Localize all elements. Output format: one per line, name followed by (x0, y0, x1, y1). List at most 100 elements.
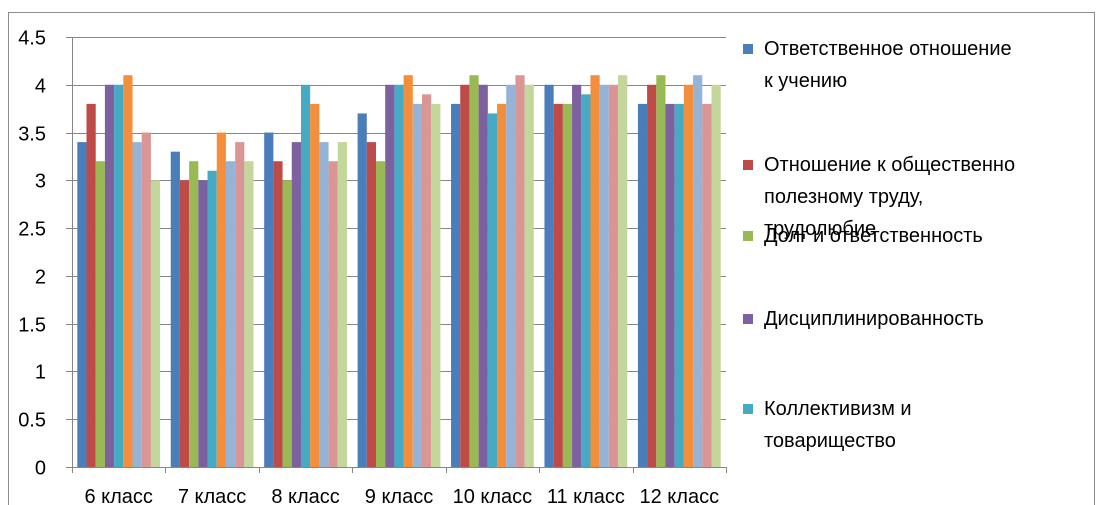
legend-label-3: Долг и ответственность (764, 225, 983, 247)
bar-series-3-cat-7 (656, 75, 666, 467)
bar-series-1-cat-6 (544, 84, 554, 467)
legend-swatch-5 (743, 404, 753, 414)
bar-series-3-cat-6 (562, 103, 573, 467)
y-tick-label: 2.5 (18, 219, 46, 241)
bar-series-9-cat-7 (711, 84, 721, 467)
bar-series-3-cat-3 (282, 180, 292, 467)
bar-series-6-cat-1 (123, 75, 133, 467)
bar-series-1-cat-2 (170, 151, 180, 468)
bar-series-2-cat-4 (366, 142, 376, 468)
y-tick-labels: 0 0.5 1 1.5 2 2.5 3 3.5 4 4.5 (18, 28, 46, 480)
bar-series-1-cat-7 (637, 103, 648, 467)
bar-series-8-cat-1 (141, 132, 151, 467)
bar-series-5-cat-4 (394, 84, 404, 467)
bar-series-2-cat-5 (460, 84, 470, 467)
bar-series-9-cat-5 (524, 84, 534, 467)
bar-series-4-cat-6 (572, 84, 582, 467)
legend-swatch-3 (743, 231, 753, 241)
bar-series-5-cat-3 (300, 84, 311, 467)
y-tick-label: 0 (35, 458, 46, 480)
legend-swatch-2 (743, 160, 753, 170)
legend-label-2: полезному труду, (764, 186, 923, 208)
bar-series-7-cat-2 (225, 161, 236, 467)
y-tick-label: 2 (35, 267, 46, 289)
bar-series-5-cat-5 (487, 113, 498, 467)
bar-series-8-cat-4 (422, 94, 432, 467)
x-tick-label: 7 класс (178, 486, 246, 505)
bar-series-9-cat-2 (244, 161, 254, 467)
legend-swatch-4 (743, 314, 753, 324)
legend-label-5: товарищество (764, 430, 896, 452)
bar-series-3-cat-1 (95, 161, 105, 467)
bar-series-2-cat-3 (273, 161, 283, 467)
legend: Ответственное отношение к учению Отношение… (743, 38, 1015, 452)
bar-series-2-cat-6 (553, 103, 563, 467)
bar-series-6-cat-6 (590, 75, 600, 467)
bar-series-6-cat-4 (403, 75, 413, 467)
axes (72, 37, 727, 473)
legend-label-2: Отношение к общественно (764, 154, 1015, 176)
bar-series-6-cat-5 (497, 103, 507, 467)
x-tick-label: 12 класс (640, 486, 720, 505)
legend-label-2: трудолюбие (764, 218, 876, 240)
bar-series-8-cat-3 (328, 161, 338, 467)
bar-series-7-cat-5 (506, 84, 516, 467)
x-tick-label: 11 класс (547, 486, 625, 505)
bar-series-5-cat-1 (114, 84, 124, 467)
bar-series-2-cat-2 (179, 180, 190, 467)
x-tick-label: 9 класс (365, 486, 433, 505)
bar-series-7-cat-3 (319, 142, 329, 468)
bar-series-5-cat-6 (581, 94, 591, 467)
bar-series-2-cat-7 (647, 84, 657, 467)
y-tick-label: 1 (35, 362, 46, 384)
bars (77, 75, 721, 468)
bar-series-4-cat-2 (198, 180, 208, 467)
bar-series-6-cat-7 (683, 84, 694, 467)
y-tick-label: 4 (35, 76, 46, 98)
bar-series-7-cat-1 (132, 142, 142, 468)
bar-series-5-cat-7 (674, 103, 684, 467)
bar-series-1-cat-3 (264, 132, 274, 467)
bar-series-4-cat-1 (104, 84, 115, 467)
bar-series-4-cat-4 (385, 84, 395, 467)
bar-series-1-cat-1 (77, 142, 87, 468)
y-tick-label: 1.5 (18, 315, 46, 337)
bar-series-4-cat-3 (291, 142, 301, 468)
bar-series-2-cat-1 (86, 103, 96, 467)
bar-series-7-cat-4 (412, 103, 422, 467)
y-tick-label: 4.5 (18, 28, 46, 50)
bar-series-9-cat-6 (618, 75, 628, 467)
bar-series-8-cat-5 (515, 75, 525, 467)
x-tick-label: 8 класс (271, 486, 339, 505)
bar-series-4-cat-5 (478, 84, 488, 467)
legend-swatch-1 (743, 44, 753, 54)
legend-label-4: Дисциплинированность (764, 308, 984, 330)
legend-label-5: Коллективизм и (764, 398, 912, 420)
bar-series-9-cat-3 (337, 142, 347, 468)
bar-series-8-cat-6 (608, 84, 619, 467)
bar-series-6-cat-2 (216, 132, 226, 467)
y-tick-label: 0.5 (18, 410, 46, 432)
y-tick-label: 3 (35, 171, 46, 193)
y-tick-label: 3.5 (18, 124, 46, 146)
bar-series-8-cat-7 (702, 103, 712, 467)
bar-series-8-cat-2 (235, 142, 245, 468)
bar-series-1-cat-4 (357, 113, 367, 467)
x-tick-label: 10 класс (453, 486, 533, 505)
bar-series-4-cat-7 (665, 103, 675, 467)
bar-series-7-cat-7 (693, 75, 703, 467)
bar-series-3-cat-5 (469, 75, 479, 467)
legend-label-1: к учению (764, 70, 847, 92)
bar-series-3-cat-4 (376, 161, 386, 467)
bar-series-5-cat-2 (207, 170, 217, 467)
bar-series-1-cat-5 (451, 103, 461, 467)
x-tick-labels: 6 класс 7 класс 8 класс 9 класс 10 класс 11 к… (84, 486, 719, 505)
bar-series-9-cat-1 (150, 180, 161, 467)
bar-series-9-cat-4 (431, 103, 441, 467)
bar-series-7-cat-6 (599, 84, 609, 467)
x-tick-label: 6 класс (84, 486, 152, 505)
bar-series-3-cat-2 (189, 161, 199, 467)
legend-label-1: Ответственное отношение (764, 38, 1012, 60)
bar-series-6-cat-3 (310, 103, 320, 467)
